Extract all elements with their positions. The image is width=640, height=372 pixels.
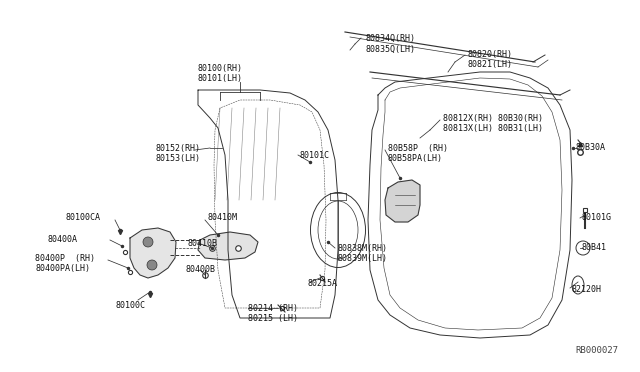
Text: 80100CA: 80100CA [65,214,100,222]
Polygon shape [385,180,420,222]
Text: 80400A: 80400A [48,235,78,244]
Polygon shape [198,232,258,260]
Text: 80400B: 80400B [185,266,215,275]
Text: 80410M: 80410M [208,214,238,222]
Text: 80838M(RH): 80838M(RH) [338,244,388,253]
Text: 80B58PA(LH): 80B58PA(LH) [388,154,443,163]
Text: 80B58P  (RH): 80B58P (RH) [388,144,448,153]
Text: 80410B: 80410B [188,238,218,247]
Circle shape [143,237,153,247]
Text: 80152(RH): 80152(RH) [155,144,200,153]
Circle shape [147,260,157,270]
Text: 80834Q(RH): 80834Q(RH) [365,33,415,42]
Text: 80215 (LH): 80215 (LH) [248,314,298,323]
Text: RB000027: RB000027 [575,346,618,355]
Text: 80B41: 80B41 [582,244,607,253]
Text: 80B30A: 80B30A [575,144,605,153]
Text: 80812X(RH) 80B30(RH): 80812X(RH) 80B30(RH) [443,113,543,122]
Text: 80400PA(LH): 80400PA(LH) [35,263,90,273]
Text: 82120H: 82120H [572,285,602,295]
Text: 80153(LH): 80153(LH) [155,154,200,163]
Text: 80835Q(LH): 80835Q(LH) [365,45,415,54]
Text: 80839M(LH): 80839M(LH) [338,253,388,263]
Text: 80820(RH): 80820(RH) [468,51,513,60]
Text: 80813X(LH) 80B31(LH): 80813X(LH) 80B31(LH) [443,124,543,132]
Text: 80101G: 80101G [582,214,612,222]
Text: 80101C: 80101C [300,151,330,160]
Polygon shape [130,228,176,278]
Text: 80215A: 80215A [308,279,338,288]
Text: 80101(LH): 80101(LH) [198,74,243,83]
Text: 80400P  (RH): 80400P (RH) [35,253,95,263]
Text: 80100(RH): 80100(RH) [198,64,243,73]
Text: 80214 (RH): 80214 (RH) [248,304,298,312]
Text: 80100C: 80100C [115,301,145,311]
Text: 80821(LH): 80821(LH) [468,61,513,70]
